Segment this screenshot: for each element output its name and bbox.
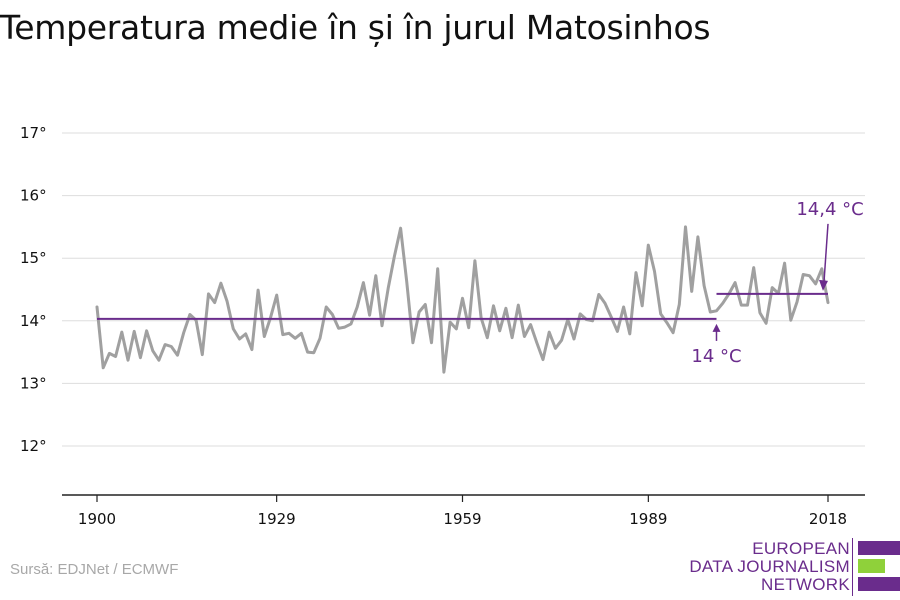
series-line — [95, 225, 830, 374]
x-tick-label-1900: 1900 — [78, 510, 116, 528]
logo-bar-3 — [858, 577, 900, 591]
annotations: 14 °C 14,4 °C — [691, 199, 863, 367]
y-tick-label-12: 12° — [20, 437, 47, 455]
mean-1-arrow-head — [712, 323, 721, 332]
edjnet-logo: EUROPEAN DATA JOURNALISM NETWORK — [689, 538, 900, 596]
source-note: Sursă: EDJNet / ECMWF — [10, 561, 179, 578]
x-tick-label-1929: 1929 — [258, 510, 296, 528]
mean-1-label: 14 °C — [691, 346, 741, 367]
y-tick-label-14: 14° — [20, 312, 47, 330]
gridlines — [62, 132, 865, 447]
logo-line-3: NETWORK — [761, 575, 850, 594]
x-axis: 1900 1929 1959 1989 2018 — [62, 494, 865, 528]
x-tick-label-1959: 1959 — [443, 510, 481, 528]
logo-line-2: DATA JOURNALISM — [689, 557, 850, 576]
y-axis-tick-labels: 12° 13° 14° 15° 16° 17° — [20, 124, 47, 455]
mean-lines — [97, 292, 828, 320]
logo-line-1: EUROPEAN — [752, 539, 850, 558]
chart-title: Temperatura medie în și în jurul Matosin… — [0, 8, 711, 47]
y-tick-label-16: 16° — [20, 187, 47, 205]
x-tick-label-1989: 1989 — [629, 510, 667, 528]
logo-bar-2 — [858, 559, 885, 573]
y-tick-label-13: 13° — [20, 374, 47, 392]
mean-2-label: 14,4 °C — [796, 199, 863, 220]
y-tick-label-17: 17° — [20, 124, 47, 142]
mean-2-arrow-head — [819, 279, 828, 291]
logo-separator — [852, 538, 853, 596]
x-tick-label-2018: 2018 — [809, 510, 847, 528]
mean-2-arrow-stem — [823, 223, 829, 282]
temperature-series — [95, 225, 830, 374]
logo-bar-1 — [858, 541, 900, 555]
y-tick-label-15: 15° — [20, 249, 47, 267]
